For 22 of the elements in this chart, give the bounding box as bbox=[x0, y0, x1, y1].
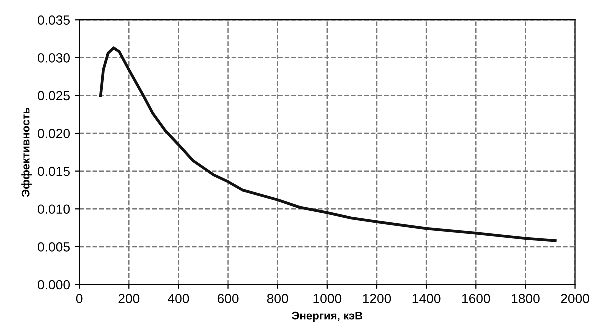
x-tick-label: 800 bbox=[267, 294, 288, 304]
x-tick-label: 1800 bbox=[512, 294, 540, 304]
x-tick-label: 0 bbox=[76, 294, 83, 304]
y-axis-title: Эффективность bbox=[22, 108, 32, 198]
y-tick-label: 0.030 bbox=[38, 53, 70, 63]
x-tick-label: 1000 bbox=[314, 294, 342, 304]
y-tick-label: 0.035 bbox=[38, 16, 70, 26]
y-tick-label: 0.005 bbox=[38, 242, 70, 252]
x-tick-label: 2000 bbox=[561, 294, 590, 304]
y-tick-label: 0.020 bbox=[38, 129, 70, 138]
x-tick-label: 1200 bbox=[363, 294, 392, 304]
line-series bbox=[99, 46, 557, 242]
x-tick-label: 1400 bbox=[412, 294, 441, 304]
y-tick-label: 0.000 bbox=[38, 280, 70, 290]
x-axis-title: Энергия, кэВ bbox=[292, 312, 363, 322]
x-tick-label: 600 bbox=[218, 294, 239, 304]
x-tick-label: 1600 bbox=[462, 294, 490, 304]
y-tick-label: 0.025 bbox=[38, 91, 70, 101]
x-tick-label: 200 bbox=[118, 294, 140, 304]
y-tick-label: 0.015 bbox=[38, 166, 70, 176]
x-tick-label: 400 bbox=[168, 294, 190, 304]
y-tick-label: 0.010 bbox=[38, 204, 70, 214]
